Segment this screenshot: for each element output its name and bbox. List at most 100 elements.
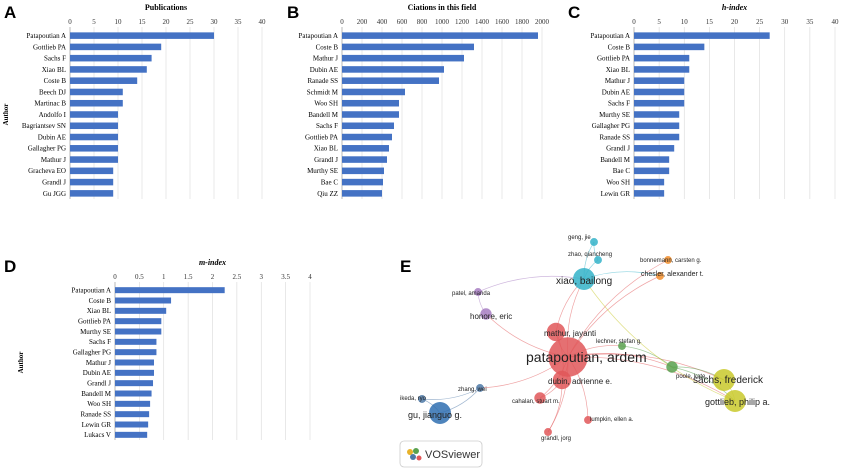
category-label: Gallagher PG: [28, 145, 66, 153]
bar: [115, 369, 154, 376]
x-tick-label: 20: [731, 18, 739, 26]
x-tick-label: 15: [706, 18, 714, 26]
network-node[interactable]: [584, 416, 592, 424]
network-node[interactable]: [474, 288, 482, 296]
category-label: Andolfo I: [39, 111, 67, 119]
x-tick-label: 1200: [455, 18, 470, 26]
bar: [115, 390, 152, 397]
bar: [634, 77, 685, 84]
vosviewer-badge[interactable]: VOSviewer: [399, 440, 483, 468]
network-node-label: ikeda, ryo: [400, 396, 427, 402]
category-label: Sachs F: [316, 122, 338, 130]
network-node[interactable]: [664, 256, 672, 264]
category-label: Bae C: [321, 179, 339, 187]
network-node[interactable]: [666, 361, 678, 373]
network-node[interactable]: [656, 272, 664, 280]
category-label: Sachs F: [89, 338, 111, 346]
bar: [634, 43, 705, 51]
category-label: Gottlieb PA: [33, 43, 66, 51]
x-tick-label: 4: [308, 273, 312, 281]
bar: [342, 133, 392, 141]
category-label: Gottlieb PA: [597, 55, 630, 63]
bar: [342, 54, 464, 62]
category-label: Lewin GR: [601, 190, 631, 198]
m-index-chart: m-index 0 0.5 1 1.5 2 2.5 3 3.5 4 Patapoutian A Cos…: [17, 258, 312, 440]
category-label: Gottlieb PA: [305, 133, 338, 141]
bar: [70, 77, 138, 84]
bar: [634, 133, 680, 141]
category-label: Mathur J: [313, 55, 338, 63]
category-label: Bae C: [613, 167, 631, 175]
x-tick-label: 40: [259, 18, 267, 26]
network-node-label: mathur, jayanti: [544, 329, 596, 338]
bar: [342, 32, 538, 39]
x-tick-label: 200: [357, 18, 368, 26]
network-node[interactable]: [480, 308, 492, 320]
category-label: Woo SH: [606, 179, 630, 187]
x-tick-label: 2000: [535, 18, 550, 26]
network-node-label: lumpkin, ellen a.: [590, 417, 634, 423]
network-node[interactable]: [552, 370, 572, 390]
network-node-label: patel, amanda: [452, 291, 491, 297]
category-label: Lukacs V: [84, 431, 111, 439]
chart-title: Ciations in this field: [408, 3, 477, 12]
x-tick-label: 25: [756, 18, 764, 26]
x-tick-label: 40: [832, 18, 840, 26]
network-node[interactable]: [544, 428, 552, 436]
category-label: Grandl J: [314, 156, 338, 164]
network-node[interactable]: [573, 268, 595, 290]
network-node[interactable]: [546, 322, 566, 342]
y-axis-label: Author: [2, 104, 10, 126]
x-tick-label: 2.5: [233, 273, 242, 281]
category-label: Dubin AE: [602, 88, 630, 96]
category-label: Murthy SE: [307, 167, 338, 175]
category-label: Coste B: [316, 43, 339, 51]
category-label: Patapoutian A: [27, 32, 66, 40]
category-label: Dubin AE: [310, 66, 338, 74]
x-tick-label: 35: [806, 18, 814, 26]
bar: [115, 328, 162, 335]
category-label: Qiu ZZ: [317, 190, 338, 198]
category-label: Murthy SE: [599, 111, 630, 119]
category-label: Dubin AE: [38, 133, 66, 141]
category-label: Gallagher PG: [73, 349, 111, 357]
x-tick-label: 30: [211, 18, 219, 26]
category-label: Ranade SS: [307, 77, 338, 85]
category-label: Mathur J: [86, 359, 111, 367]
bar: [115, 431, 148, 438]
category-label: Xiao BL: [42, 66, 66, 74]
bar: [342, 167, 384, 175]
network-node[interactable]: [590, 238, 598, 246]
bar: [634, 122, 680, 130]
bar: [115, 400, 151, 407]
category-label: Gallagher PG: [592, 122, 630, 130]
network-node[interactable]: [534, 392, 546, 404]
network-node[interactable]: [418, 395, 426, 403]
bar: [342, 88, 405, 96]
network-node[interactable]: [476, 384, 484, 392]
network-nodes: [418, 238, 746, 436]
network-node[interactable]: [724, 390, 746, 412]
x-tick-label: 30: [781, 18, 789, 26]
network-node[interactable]: [618, 342, 626, 350]
panel-letter-e: E: [400, 257, 411, 276]
bar: [115, 380, 154, 387]
bar: [70, 111, 118, 118]
citations-chart: Ciations in this field 0 200 400 600 800 1000 1…: [299, 3, 550, 199]
network-node[interactable]: [594, 256, 602, 264]
category-label: Coste B: [608, 43, 631, 51]
x-tick-label: 15: [139, 18, 147, 26]
category-label: Murthy SE: [80, 328, 111, 336]
network-node[interactable]: [713, 369, 735, 391]
x-tick-label: 1000: [435, 18, 450, 26]
h-index-chart: h-index 0 5 10 15 20 25 30 35 40 Patapoutian A Cost…: [591, 3, 839, 199]
bar: [342, 66, 444, 73]
network-node[interactable]: [429, 402, 451, 424]
bar: [70, 167, 114, 175]
network-node[interactable]: [548, 337, 588, 377]
bar: [70, 133, 118, 141]
vosviewer-label: VOSviewer: [425, 449, 480, 461]
x-tick-label: 3: [260, 273, 264, 281]
bar: [70, 99, 123, 107]
category-label: Woo SH: [87, 400, 111, 408]
